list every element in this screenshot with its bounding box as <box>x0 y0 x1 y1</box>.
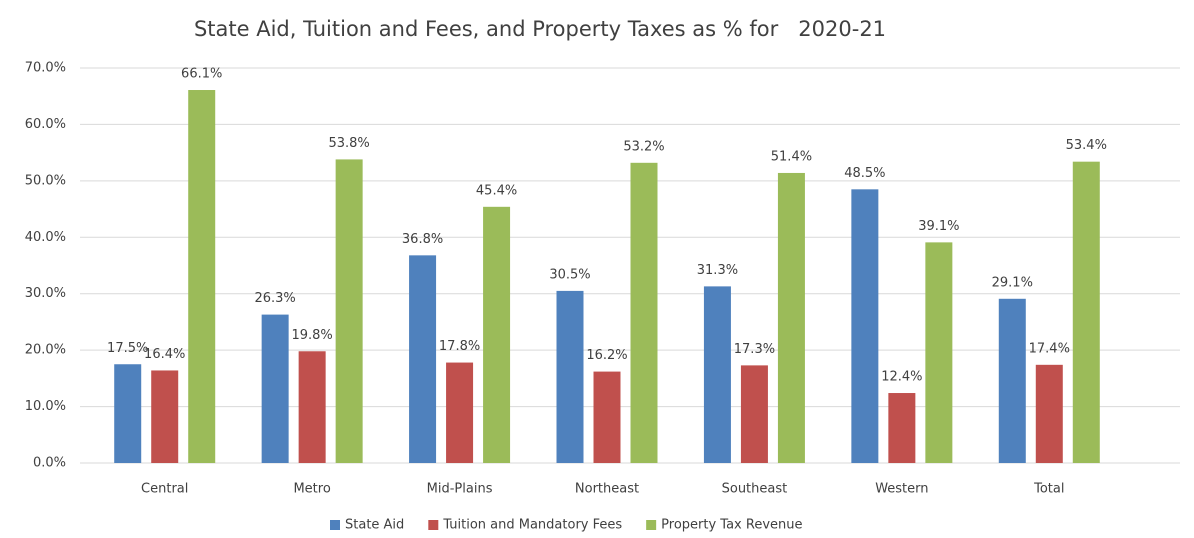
legend-label: Tuition and Mandatory Fees <box>442 518 622 533</box>
data-label: 30.5% <box>549 267 590 282</box>
legend-label: State Aid <box>345 518 404 533</box>
bar <box>151 370 179 463</box>
bar <box>298 351 326 463</box>
legend-swatch <box>646 520 657 530</box>
bar <box>1072 161 1100 463</box>
x-tick-label: Total <box>1033 482 1064 497</box>
chart-title: State Aid, Tuition and Fees, and Propert… <box>194 17 886 41</box>
data-label: 66.1% <box>181 67 222 82</box>
data-label: 39.1% <box>918 219 959 234</box>
x-tick-label: Western <box>875 482 928 497</box>
bar <box>261 314 289 463</box>
data-label: 17.4% <box>1029 341 1070 356</box>
bar <box>1035 364 1063 463</box>
bar <box>483 206 511 464</box>
data-label: 26.3% <box>254 291 295 306</box>
data-label: 51.4% <box>771 149 812 164</box>
data-label: 17.8% <box>439 339 480 354</box>
bar <box>556 290 584 463</box>
data-label: 53.8% <box>328 136 369 151</box>
data-label: 36.8% <box>402 232 443 247</box>
y-tick-label: 0.0% <box>33 456 66 471</box>
data-label: 45.4% <box>476 183 517 198</box>
data-label: 48.5% <box>844 166 885 181</box>
x-tick-label: Mid-Plains <box>427 482 493 497</box>
y-tick-label: 50.0% <box>25 173 66 188</box>
x-tick-label: Southeast <box>722 482 788 497</box>
data-label: 16.4% <box>144 347 185 362</box>
bar <box>925 242 953 463</box>
y-tick-label: 10.0% <box>25 399 66 414</box>
bar <box>593 371 621 463</box>
y-tick-label: 30.0% <box>25 286 66 301</box>
y-tick-label: 40.0% <box>25 230 66 245</box>
data-label: 19.8% <box>291 328 332 343</box>
bar <box>777 172 805 463</box>
data-label: 17.3% <box>734 342 775 357</box>
x-tick-label: Central <box>141 482 188 497</box>
bar <box>630 162 658 464</box>
bar <box>888 393 916 463</box>
x-tick-label: Northeast <box>575 482 639 497</box>
data-label: 31.3% <box>697 263 738 278</box>
bar <box>446 362 474 463</box>
y-tick-label: 60.0% <box>25 117 66 132</box>
bar <box>188 90 216 463</box>
bar <box>851 189 879 464</box>
legend-label: Property Tax Revenue <box>661 518 802 533</box>
data-label: 53.2% <box>623 139 664 154</box>
data-label: 53.4% <box>1066 138 1107 153</box>
bar <box>409 255 437 463</box>
data-label: 17.5% <box>107 341 148 356</box>
y-tick-label: 20.0% <box>25 343 66 358</box>
y-tick-label: 70.0% <box>25 61 66 76</box>
bar <box>114 364 142 463</box>
data-label: 12.4% <box>881 370 922 385</box>
legend-swatch <box>428 520 439 530</box>
data-label: 29.1% <box>992 275 1033 290</box>
bar <box>740 365 768 463</box>
bar <box>335 159 363 463</box>
legend-swatch <box>330 520 340 530</box>
data-label: 16.2% <box>586 348 627 363</box>
x-tick-label: Metro <box>293 482 330 497</box>
bar <box>703 286 731 463</box>
bar <box>998 298 1026 463</box>
